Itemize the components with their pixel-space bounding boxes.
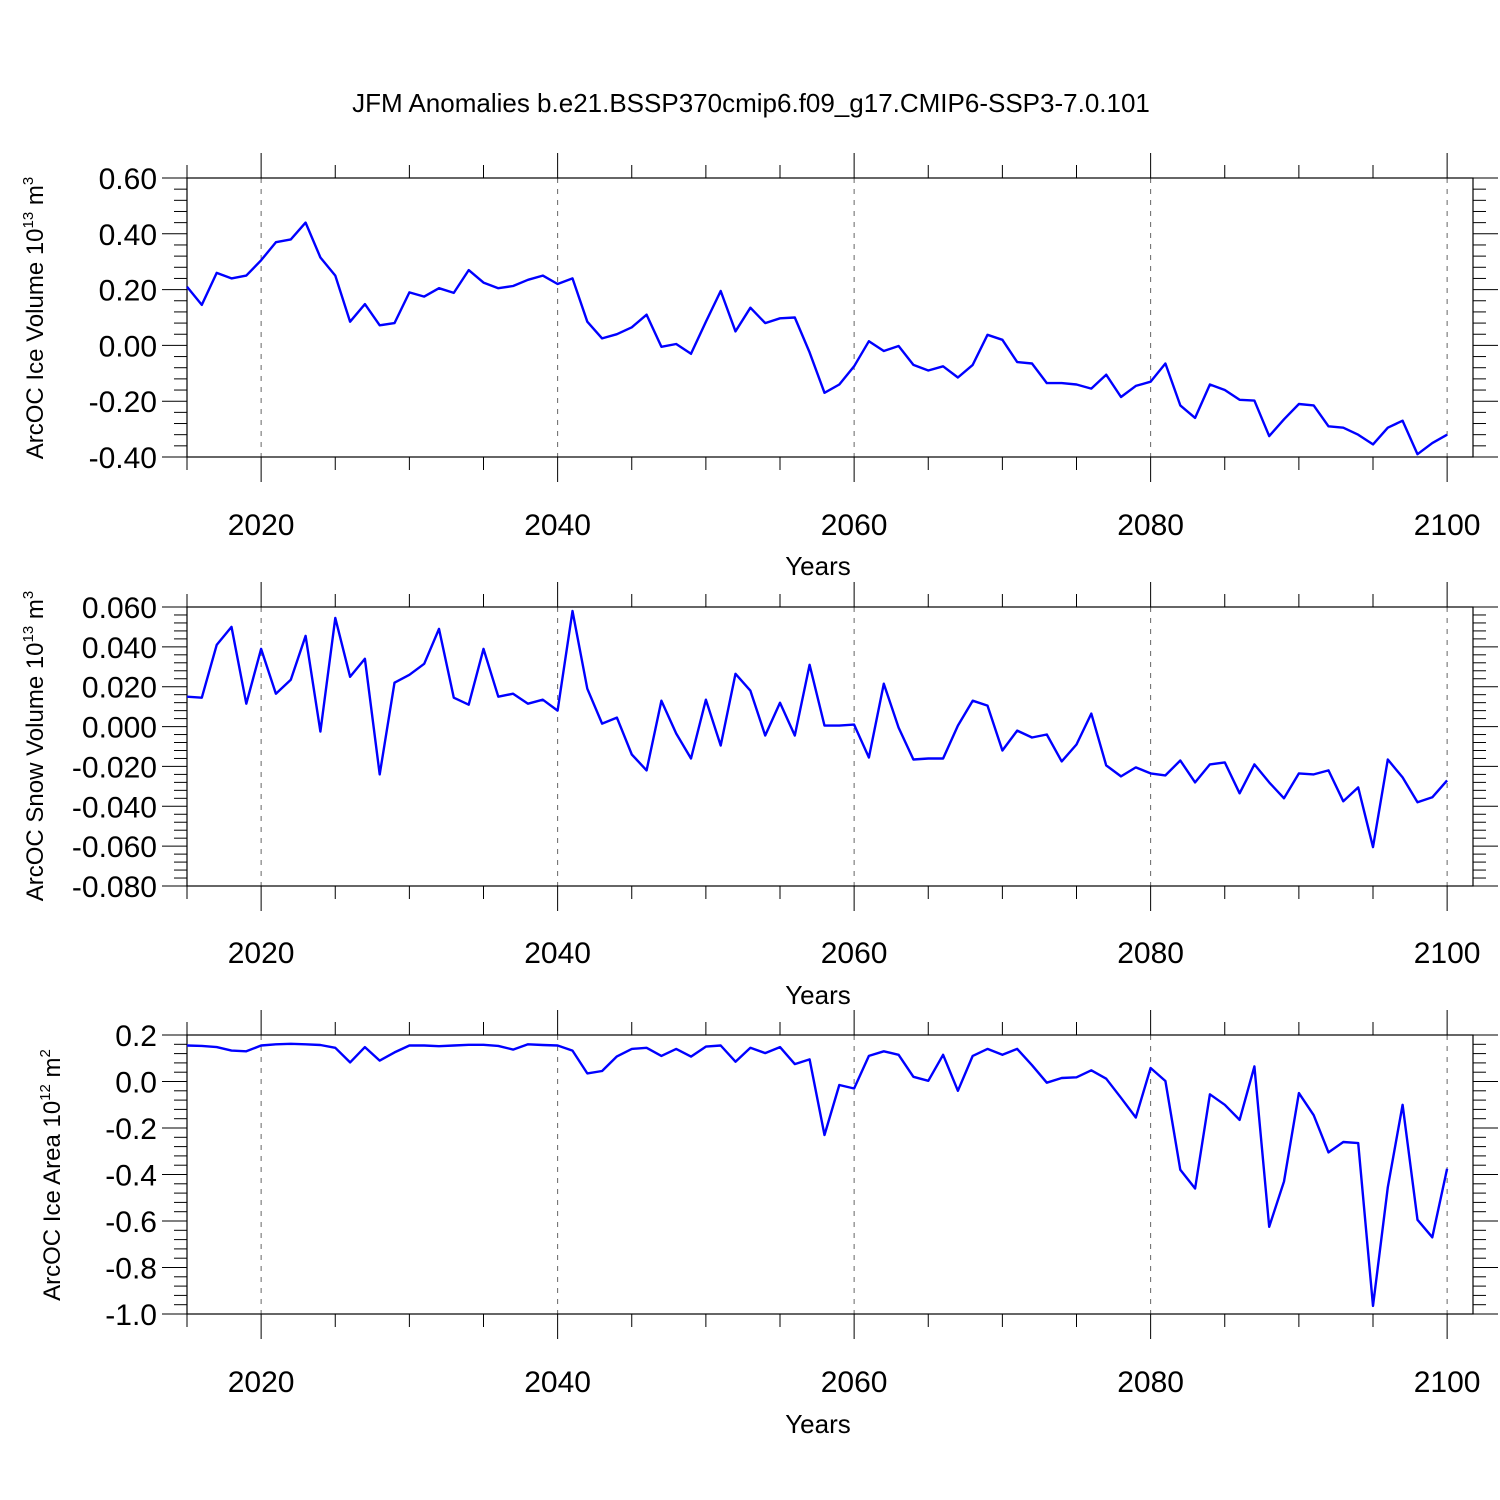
x-tick-label: 2080 <box>1117 1366 1184 1399</box>
x-tick-label: 2020 <box>228 509 295 542</box>
plot-frame <box>186 177 1474 458</box>
x-tick-label: 2060 <box>821 509 888 542</box>
x-axis-label: Years <box>785 1409 851 1439</box>
x-tick-label: 2040 <box>524 937 591 970</box>
x-axis-label: Years <box>785 980 851 1010</box>
x-tick-label: 2040 <box>524 1366 591 1399</box>
y-axis-label: ArcOC Ice Volume 1013 m3 <box>20 177 49 459</box>
x-tick-label: 2020 <box>228 1366 295 1399</box>
y-tick-label: 0.40 <box>99 219 157 252</box>
x-tick-label: 2100 <box>1414 509 1481 542</box>
y-tick-label: -0.080 <box>72 871 157 904</box>
y-tick-label: -0.060 <box>72 831 157 864</box>
plot-frame <box>186 1034 1474 1315</box>
x-tick-label: 2020 <box>228 937 295 970</box>
plot-frame <box>186 606 1474 887</box>
y-tick-label: -0.2 <box>105 1113 157 1146</box>
y-tick-label: -1.0 <box>105 1299 157 1332</box>
y-tick-label: 0.020 <box>82 672 157 705</box>
y-tick-label: -0.40 <box>89 442 157 475</box>
y-axis-label: ArcOC Ice Area 1012 m2 <box>37 1049 66 1301</box>
chart-panel-1: -0.40 -0.20 0.00 0.20 0.40 0.60 2020 2040 2060 20… <box>20 153 1498 581</box>
series-line <box>186 221 1448 456</box>
x-tick-label: 2040 <box>524 509 591 542</box>
y-tick-label: 0.00 <box>99 330 157 363</box>
chart-panel-2: -0.080 -0.060 -0.040 -0.020 0.000 0.020 0.040 0… <box>20 582 1498 1010</box>
y-tick-label: 0.000 <box>82 712 157 745</box>
x-tick-label: 2100 <box>1414 937 1481 970</box>
x-tick-label: 2100 <box>1414 1366 1481 1399</box>
y-tick-label: -0.040 <box>72 791 157 824</box>
y-tick-label: -0.20 <box>89 386 157 419</box>
y-tick-label: -0.020 <box>72 751 157 784</box>
y-tick-label: -0.8 <box>105 1253 157 1286</box>
panels: -0.40 -0.20 0.00 0.20 0.40 0.60 2020 2040 2060 20… <box>20 153 1498 1439</box>
series-line <box>186 1042 1449 1308</box>
y-tick-label: -0.6 <box>105 1206 157 1239</box>
y-tick-label: 0.2 <box>115 1020 157 1053</box>
series-line <box>186 609 1449 849</box>
x-axis-label: Years <box>785 551 851 581</box>
y-tick-label: 0.060 <box>82 592 157 625</box>
figure-title: JFM Anomalies b.e21.BSSP370cmip6.f09_g17… <box>352 88 1150 118</box>
y-tick-label: -0.4 <box>105 1160 157 1193</box>
x-tick-label: 2060 <box>821 1366 888 1399</box>
x-tick-label: 2080 <box>1117 509 1184 542</box>
y-axis-label: ArcOC Snow Volume 1013 m3 <box>20 591 49 902</box>
y-tick-label: 0.20 <box>99 275 157 308</box>
x-tick-label: 2080 <box>1117 937 1184 970</box>
y-tick-label: 0.040 <box>82 632 157 665</box>
chart-panel-3: -1.0 -0.8 -0.6 -0.4 -0.2 0.0 0.2 2020 2040 2060 20… <box>37 1010 1498 1439</box>
x-tick-label: 2060 <box>821 937 888 970</box>
y-tick-label: 0.60 <box>99 163 157 196</box>
y-tick-label: 0.0 <box>115 1067 157 1100</box>
